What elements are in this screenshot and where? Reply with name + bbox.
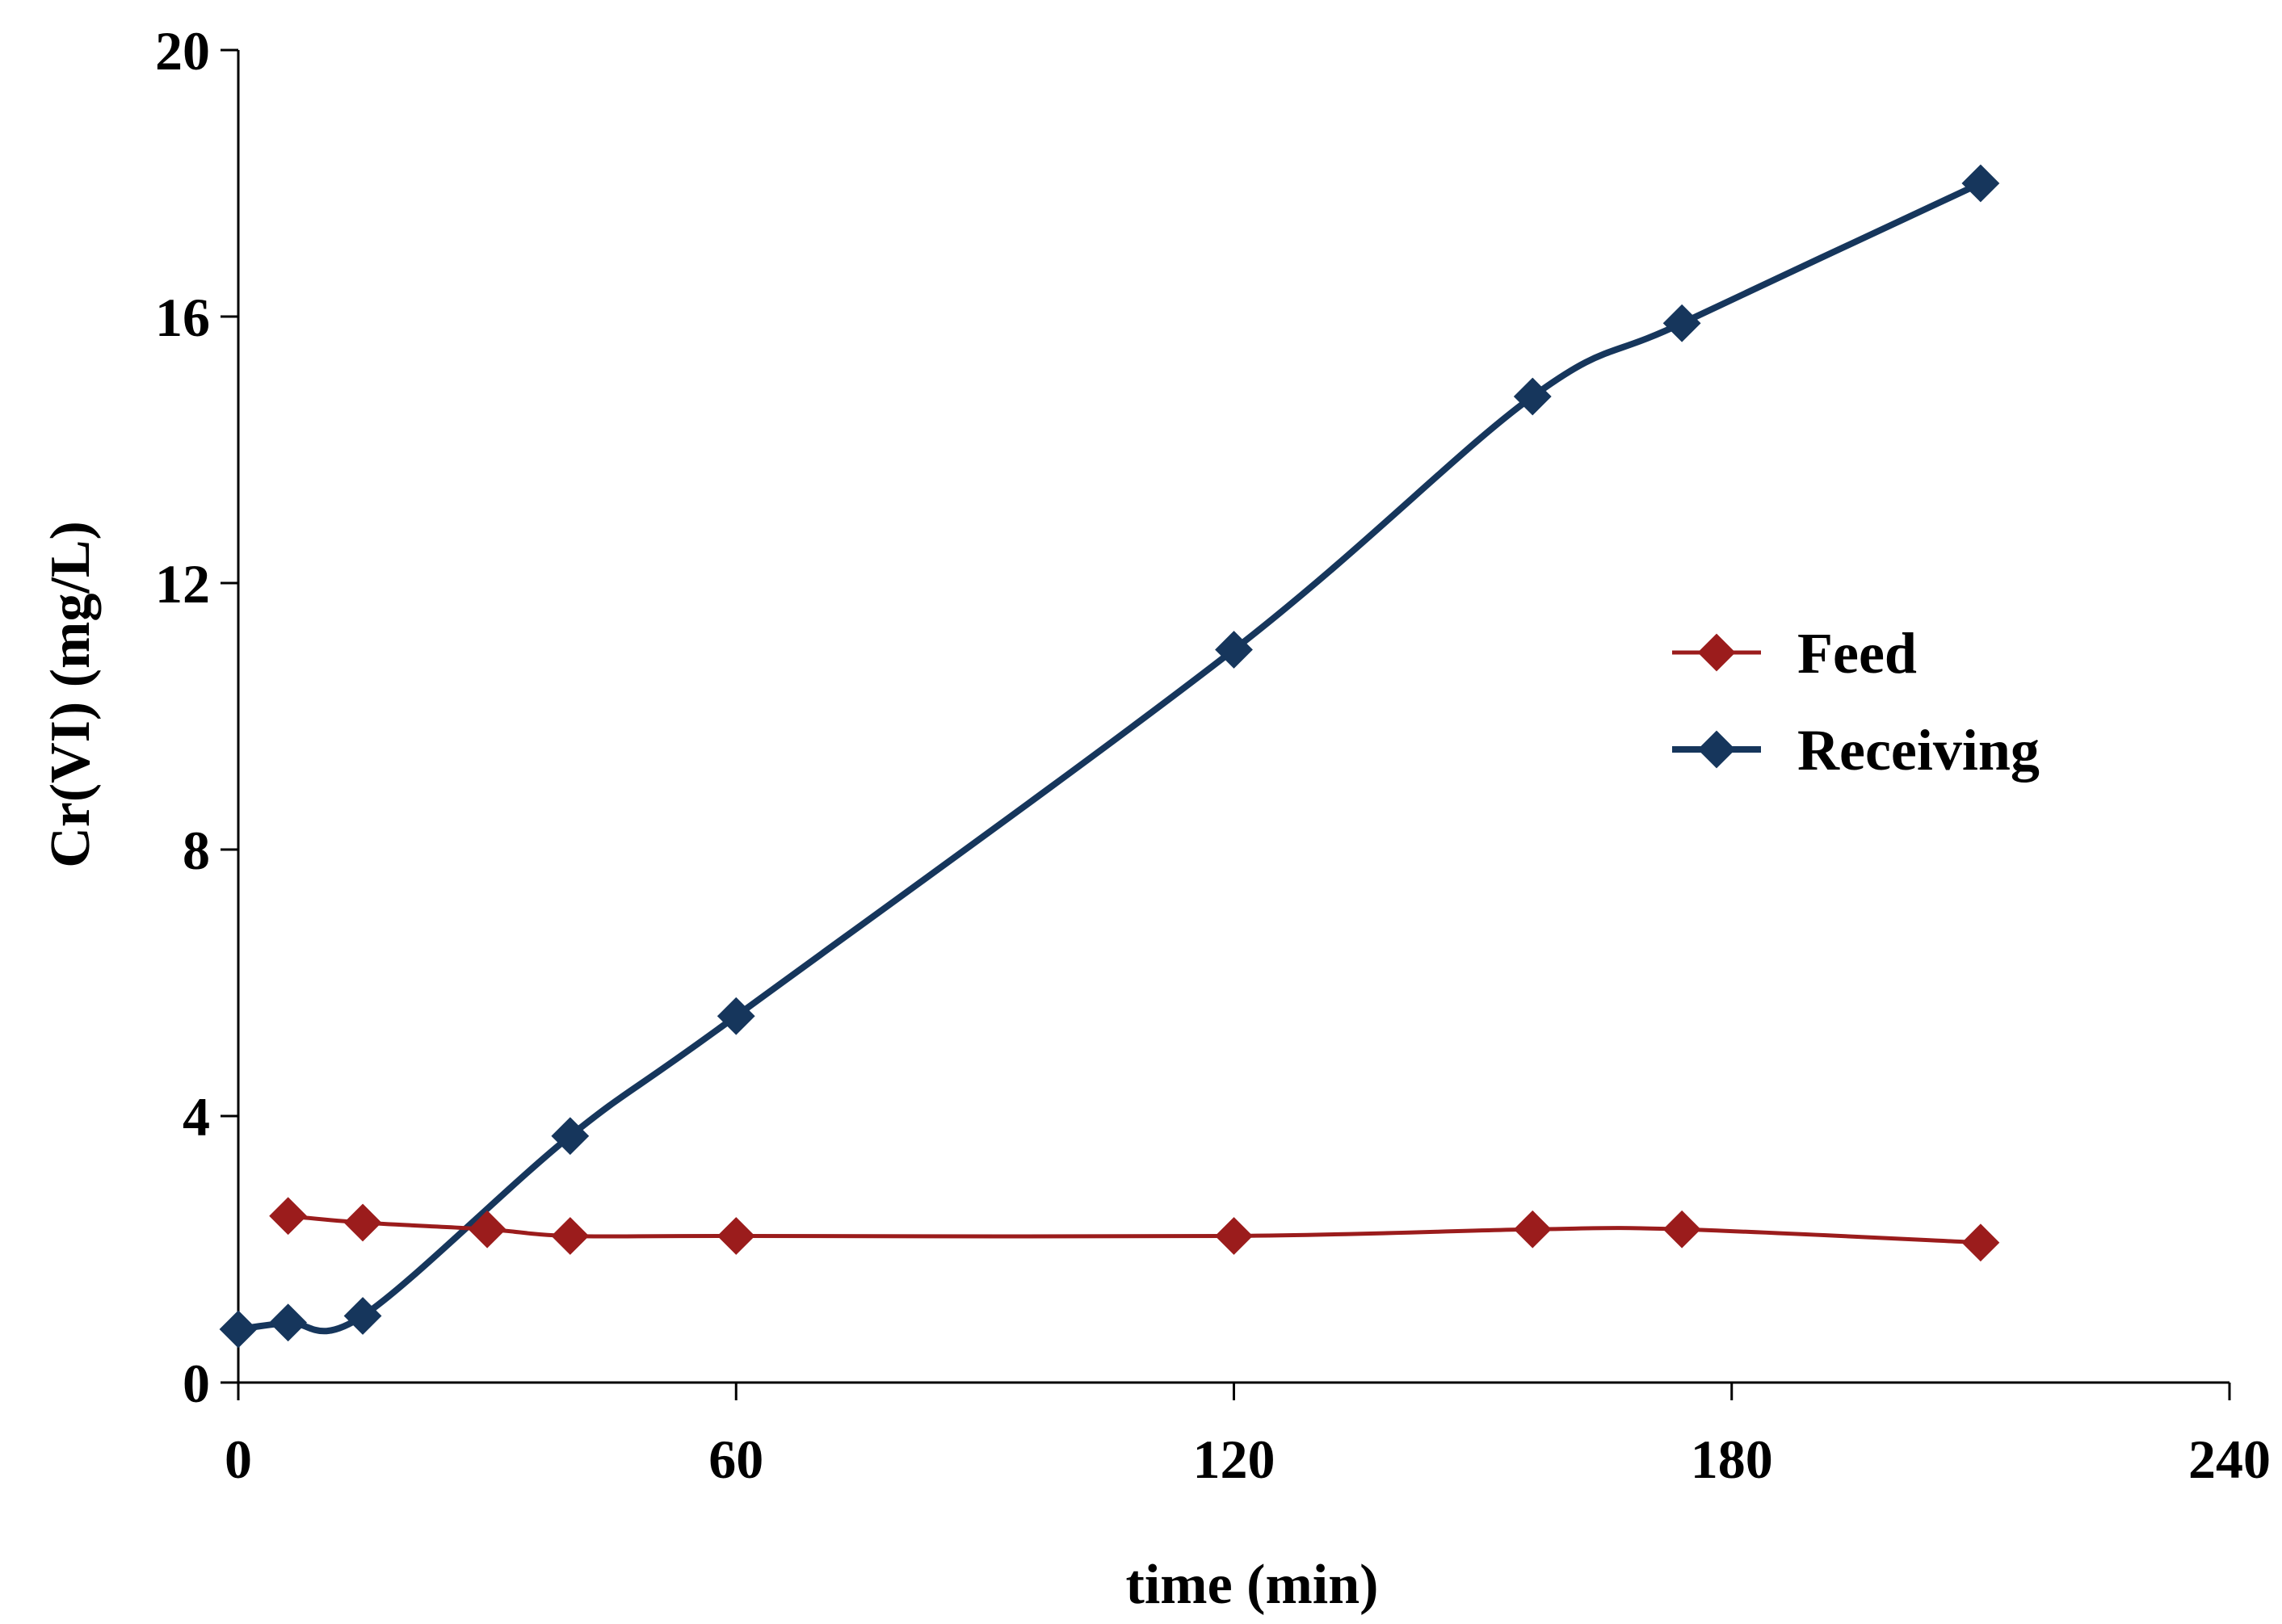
data-point-feed xyxy=(1961,1223,2000,1262)
legend-item-receiving: Receiving xyxy=(1672,718,2040,783)
y-tick-label: 4 xyxy=(183,1086,210,1148)
series-feed xyxy=(269,1197,2000,1262)
y-tick-label: 0 xyxy=(183,1353,210,1414)
data-point-receiving xyxy=(219,1310,258,1349)
x-tick-label: 240 xyxy=(2188,1429,2271,1490)
series-receiving xyxy=(219,164,2000,1349)
y-axis-title: Cr(VI) (mg/L) xyxy=(40,521,102,868)
data-point-feed xyxy=(1513,1210,1552,1248)
legend-item-feed: Feed xyxy=(1672,621,1917,686)
x-tick-label: 60 xyxy=(708,1429,763,1490)
x-tick-label: 120 xyxy=(1193,1429,1275,1490)
data-point-receiving xyxy=(343,1297,382,1335)
legend-label-feed: Feed xyxy=(1797,621,1917,686)
data-point-feed xyxy=(1215,1217,1253,1255)
y-tick-label: 16 xyxy=(155,287,210,348)
series-line-feed xyxy=(286,1214,1983,1245)
y-tick-label: 12 xyxy=(155,553,210,615)
data-point-receiving xyxy=(1513,377,1552,416)
x-ticks: 0 60 120 180 240 xyxy=(225,1383,2271,1490)
data-point-feed xyxy=(468,1210,506,1248)
y-tick-label: 8 xyxy=(183,820,210,881)
data-point-receiving xyxy=(1215,631,1253,669)
legend-marker-feed xyxy=(1697,633,1736,672)
legend-label-receiving: Receiving xyxy=(1797,718,2040,783)
legend-marker-receiving xyxy=(1697,730,1736,769)
axes xyxy=(237,50,2229,1384)
legend: Feed Receiving xyxy=(1672,621,2040,783)
data-point-receiving xyxy=(717,997,755,1035)
data-point-feed xyxy=(1662,1210,1701,1248)
data-point-receiving xyxy=(1961,164,2000,203)
data-point-feed xyxy=(551,1217,590,1255)
data-point-feed xyxy=(269,1197,308,1236)
x-tick-label: 180 xyxy=(1691,1429,1773,1490)
x-axis-title: time (min) xyxy=(1126,1554,1379,1616)
data-point-feed xyxy=(343,1203,382,1242)
data-point-feed xyxy=(717,1217,755,1255)
data-point-receiving xyxy=(551,1117,590,1156)
y-ticks: 0 4 8 12 16 20 xyxy=(155,20,238,1414)
data-point-receiving xyxy=(269,1303,308,1342)
data-point-receiving xyxy=(1662,304,1701,342)
series-layer xyxy=(219,164,2000,1349)
x-tick-label: 0 xyxy=(225,1429,252,1490)
series-line-receiving xyxy=(235,180,1984,1335)
y-tick-label: 20 xyxy=(155,20,210,82)
